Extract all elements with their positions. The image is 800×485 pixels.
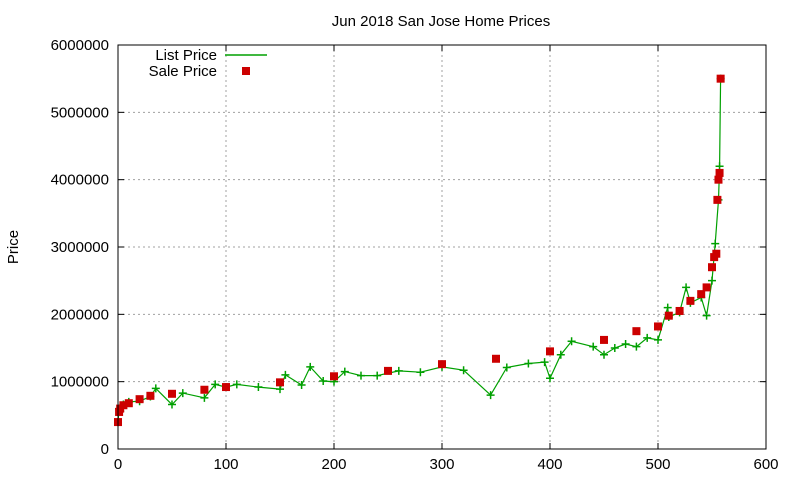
- list-price-point: [459, 366, 468, 375]
- list-price-point: [621, 339, 630, 348]
- x-tick-label: 500: [645, 456, 670, 473]
- sale-price-point: [438, 360, 446, 369]
- list-price-point: [357, 371, 365, 380]
- list-price-point: [682, 283, 691, 292]
- x-tick-label: 600: [753, 456, 778, 473]
- list-price-point: [276, 385, 284, 394]
- list-price-point: [663, 303, 672, 312]
- list-price-point: [711, 239, 720, 248]
- x-tick-label: 300: [429, 456, 454, 473]
- list-price-point: [486, 391, 495, 400]
- sale-price-point: [330, 372, 338, 381]
- list-price-point: [502, 363, 511, 372]
- list-price-point: [297, 381, 306, 390]
- y-axis-label: Price: [5, 230, 22, 264]
- sale-price-point: [702, 283, 711, 292]
- sale-price-point: [492, 354, 500, 363]
- list-price-point: [394, 366, 403, 375]
- grid: [118, 45, 766, 449]
- list-price-point: [281, 370, 290, 379]
- list-price-point: [373, 371, 382, 380]
- sale-price-point: [146, 391, 155, 400]
- sale-price-point: [124, 399, 133, 408]
- sale-price-point: [119, 401, 128, 410]
- list-price-point: [643, 333, 652, 342]
- sale-price-point: [716, 74, 725, 83]
- list-price-point: [319, 376, 328, 385]
- list-price-point: [306, 362, 315, 371]
- list-price-point: [524, 359, 533, 368]
- axis-ticks: 0 100 200 300 400 500 600 0 1000000 2000000 300000…: [51, 37, 779, 473]
- list-price-line: [117, 78, 722, 423]
- list-price-point: [340, 367, 349, 376]
- sale-price-point: [697, 290, 706, 299]
- x-tick-label: 200: [321, 456, 346, 473]
- sale-price-point: [714, 175, 723, 184]
- list-price-point: [254, 383, 263, 392]
- list-price-point: [556, 350, 565, 359]
- list-price-point: [654, 335, 662, 344]
- y-tick-label: 2000000: [51, 306, 109, 323]
- y-tick-label: 4000000: [51, 172, 109, 189]
- sale-price-point: [664, 311, 673, 320]
- sale-price-point: [200, 385, 209, 394]
- legend-label-sale-price: Sale Price: [149, 63, 217, 80]
- list-price-point: [416, 368, 425, 377]
- list-price-point: [232, 380, 241, 389]
- list-price-point: [715, 162, 724, 171]
- sale-price-point: [715, 168, 724, 177]
- sale-price-point: [135, 395, 144, 404]
- list-price-point: [708, 276, 716, 285]
- x-tick-label: 100: [213, 456, 238, 473]
- list-price-point: [540, 358, 549, 367]
- y-tick-label: 1000000: [51, 374, 109, 391]
- list-price-point: [200, 393, 209, 402]
- sale-price-point: [222, 383, 230, 392]
- list-price-point: [600, 350, 608, 359]
- sale-price-point: [708, 263, 716, 272]
- list-price-point: [151, 384, 160, 393]
- x-tick-label: 0: [114, 456, 122, 473]
- list-price-point: [567, 337, 576, 346]
- y-tick-label: 3000000: [51, 239, 109, 256]
- chart-title: Jun 2018 San Jose Home Prices: [332, 13, 550, 30]
- legend-marker-sale-price: [242, 67, 250, 75]
- list-price-point: [632, 342, 641, 351]
- sale-price-point: [686, 296, 695, 305]
- sale-price-point: [384, 366, 392, 375]
- y-tick-label: 5000000: [51, 104, 109, 121]
- sale-price-point: [712, 249, 721, 258]
- sale-price-point: [546, 347, 554, 356]
- sale-price-point: [632, 327, 641, 336]
- sale-price-point: [654, 322, 662, 331]
- sale-price-point: [600, 335, 608, 344]
- legend: List Price Sale Price: [149, 47, 267, 80]
- list-price-point: [168, 400, 176, 409]
- list-price-point: [211, 380, 220, 389]
- list-price-point: [610, 344, 619, 352]
- list-price-point: [589, 342, 598, 351]
- list-price-point: [178, 389, 187, 398]
- x-tick-label: 400: [537, 456, 562, 473]
- list-price-point: [702, 311, 711, 320]
- sale-price-point: [675, 306, 684, 315]
- sale-price-point: [276, 378, 284, 387]
- list-price-point: [546, 374, 554, 383]
- y-tick-label: 6000000: [51, 37, 109, 54]
- plot-area: [114, 74, 725, 427]
- y-tick-label: 0: [101, 441, 109, 458]
- sale-price-point: [168, 389, 176, 398]
- sale-price-point: [713, 195, 722, 204]
- legend-label-list-price: List Price: [155, 47, 217, 64]
